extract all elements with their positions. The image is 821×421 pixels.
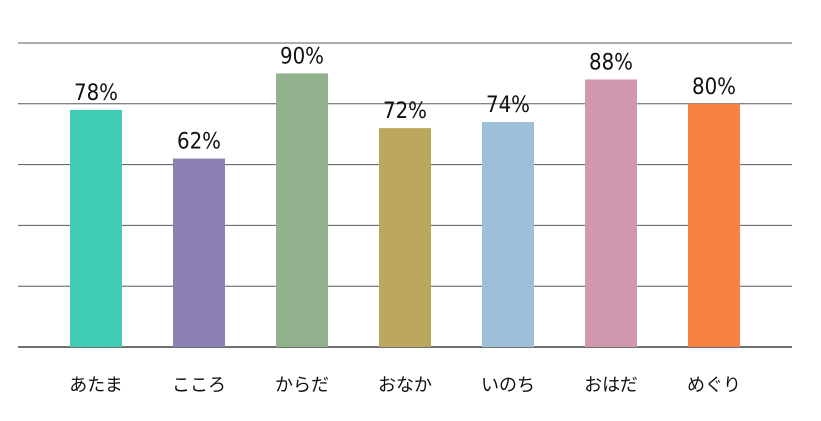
value-labels: 78% 62% 90% 72% 74% 88% 80% [74,44,736,154]
data-label-6: 88% [589,50,633,75]
category-label-6: おはだ [584,375,638,396]
category-label-1: あたま [69,375,122,396]
category-label-4: おなか [378,375,432,396]
bar-4 [379,128,431,347]
bar-2 [173,158,225,347]
category-label-7: めぐり [687,375,741,396]
bar-7 [688,103,740,347]
bar-6 [585,79,637,347]
category-label-3: からだ [275,375,329,396]
data-label-1: 78% [74,81,118,106]
category-label-2: こころ [172,375,226,396]
data-label-5: 74% [486,93,530,118]
data-label-2: 62% [177,130,221,155]
category-labels: あたま こころ からだ おなか いのち おはだ めぐり [69,375,741,396]
data-label-3: 90% [280,44,324,69]
category-label-5: いのち [481,375,535,396]
data-label-4: 72% [383,99,427,124]
data-label-7: 80% [692,75,736,100]
bar-3 [276,73,328,348]
bars [70,73,740,348]
bar-5 [482,122,534,347]
bar-1 [70,109,122,347]
